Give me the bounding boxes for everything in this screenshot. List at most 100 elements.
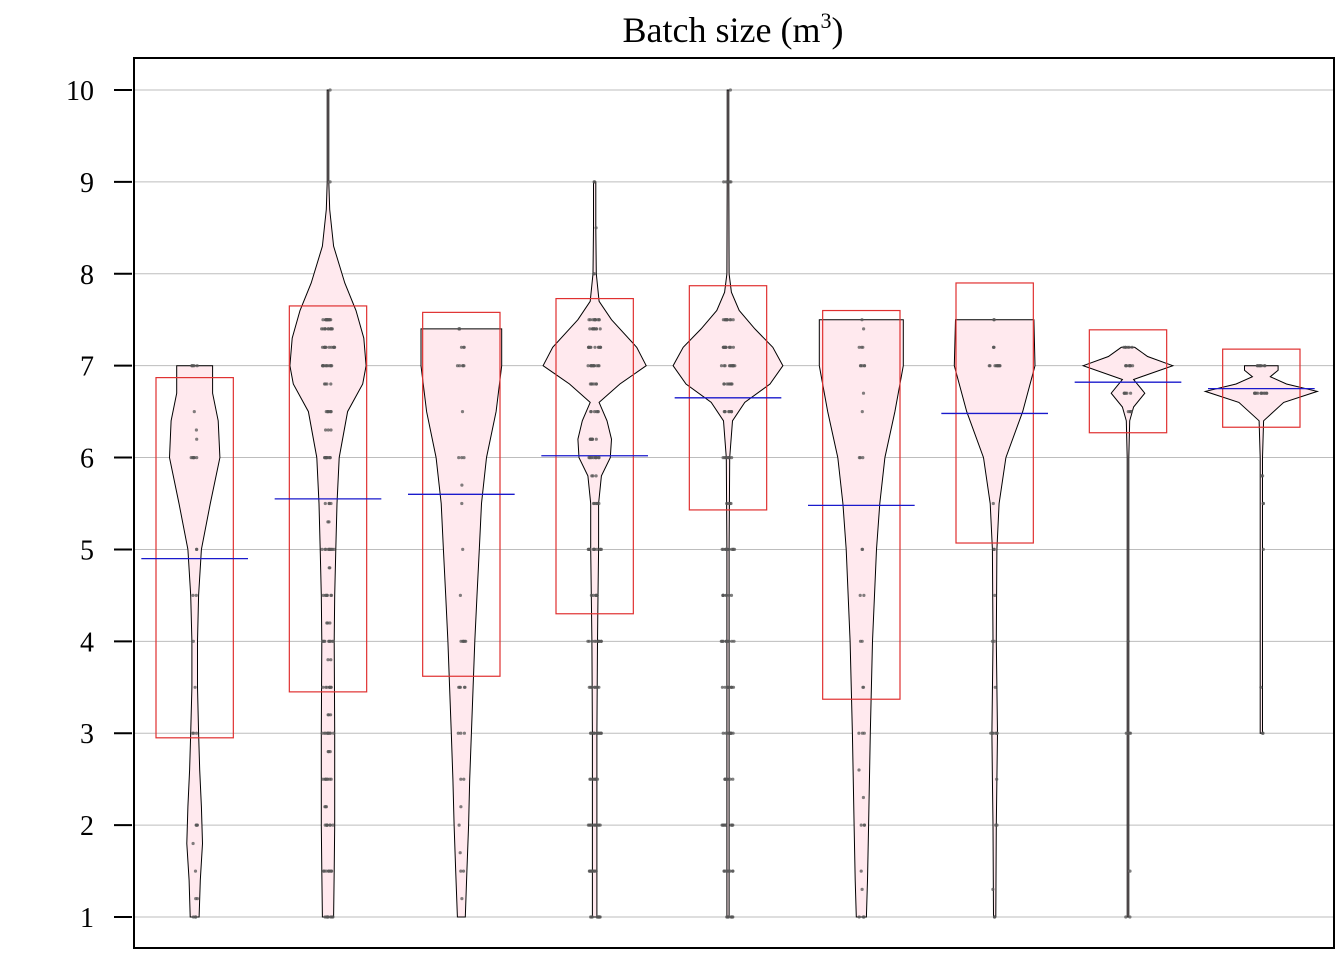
data-point — [988, 364, 992, 368]
data-point — [733, 364, 737, 368]
data-point — [724, 593, 728, 598]
data-point — [1126, 345, 1130, 349]
data-point — [322, 364, 326, 368]
data-point — [193, 685, 197, 689]
data-point — [598, 547, 603, 552]
data-point — [991, 887, 995, 892]
data-point — [193, 915, 198, 919]
data-point — [327, 869, 331, 873]
data-point — [458, 327, 462, 331]
data-point — [726, 180, 730, 184]
violin-shape — [1081, 346, 1175, 918]
data-point — [1126, 639, 1130, 643]
data-point — [459, 777, 463, 781]
grid-lines — [134, 89, 1334, 918]
data-point — [857, 345, 861, 349]
data-point — [329, 593, 333, 598]
data-point — [597, 685, 601, 689]
data-point — [859, 823, 863, 827]
data-point — [326, 658, 330, 662]
data-point — [457, 823, 461, 827]
data-point — [858, 593, 862, 598]
data-point — [459, 869, 463, 873]
data-point — [861, 391, 866, 395]
data-point — [329, 345, 333, 349]
data-point — [595, 823, 599, 827]
data-point — [862, 823, 866, 827]
data-point — [597, 823, 601, 827]
data-point — [862, 327, 866, 331]
data-point — [191, 593, 195, 598]
data-point — [727, 731, 731, 735]
data-point — [588, 327, 592, 331]
data-point — [991, 731, 995, 735]
data-point — [329, 410, 333, 414]
data-point — [323, 318, 328, 322]
data-point — [327, 501, 331, 506]
box-rect — [155, 377, 234, 739]
data-point — [325, 915, 329, 919]
data-point — [720, 685, 725, 689]
data-point — [597, 318, 601, 322]
data-point — [1129, 410, 1133, 414]
data-point — [327, 750, 331, 754]
data-point — [462, 456, 466, 460]
data-point — [463, 639, 467, 643]
data-point — [858, 639, 863, 643]
data-point — [325, 823, 329, 827]
data-point — [329, 658, 333, 662]
data-point — [329, 777, 333, 781]
data-point — [323, 345, 327, 349]
data-point — [323, 501, 327, 506]
data-point — [457, 456, 461, 460]
data-point — [592, 364, 596, 368]
data-point — [324, 685, 328, 689]
data-point — [592, 823, 596, 827]
data-point — [463, 685, 467, 689]
data-point — [726, 639, 731, 643]
data-point — [1122, 345, 1126, 349]
data-point — [191, 639, 195, 643]
data-point — [727, 345, 731, 349]
violin-group — [672, 88, 784, 919]
violin-group — [808, 309, 915, 919]
data-point — [730, 364, 734, 368]
data-point — [722, 869, 726, 873]
data-point — [731, 869, 735, 873]
data-point — [723, 685, 727, 689]
data-point — [862, 593, 866, 598]
data-point — [324, 428, 328, 432]
data-point — [324, 805, 328, 809]
data-point — [459, 805, 463, 809]
data-point — [728, 777, 732, 781]
data-point — [992, 318, 996, 322]
y-tick-label: 10 — [66, 76, 94, 107]
data-point — [991, 501, 995, 506]
data-point — [194, 897, 198, 901]
data-point — [587, 639, 591, 643]
data-point — [592, 777, 596, 781]
data-point — [599, 639, 603, 643]
data-point — [459, 345, 464, 349]
data-point — [599, 731, 603, 735]
data-point — [727, 593, 731, 598]
y-tick-label: 4 — [80, 627, 94, 658]
data-point — [861, 795, 866, 800]
data-point — [724, 823, 728, 827]
data-point — [328, 547, 332, 552]
data-point — [587, 345, 591, 349]
data-point — [330, 915, 334, 919]
violin-group — [274, 88, 382, 919]
data-point — [1127, 731, 1132, 735]
data-point — [1263, 364, 1267, 368]
data-point — [326, 364, 330, 368]
data-point — [720, 547, 724, 552]
data-point — [324, 456, 328, 460]
data-point — [594, 474, 598, 478]
data-point — [598, 327, 602, 331]
y-tick-label: 5 — [80, 535, 94, 566]
data-point — [720, 823, 724, 827]
data-point — [592, 547, 596, 552]
data-point — [325, 621, 329, 625]
